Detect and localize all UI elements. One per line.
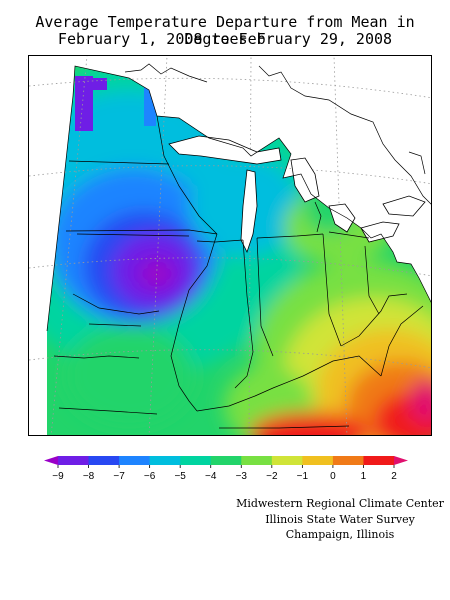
- legend-swatch: [149, 456, 181, 465]
- legend-tick-label: −9: [52, 471, 64, 482]
- legend-bar: −9 −8 −7 −6 −5 −4 −3 −2 −1 0 1 2: [44, 456, 408, 482]
- temperature-departure-map: [28, 55, 432, 436]
- legend-tick-label: 0: [330, 471, 336, 482]
- credit-line-2: Illinois State Water Survey: [265, 513, 415, 526]
- legend-tick-label: 2: [391, 471, 397, 482]
- temperature-field: [47, 66, 431, 435]
- legend-swatch: [119, 456, 151, 465]
- legend-tick-label: 1: [361, 471, 367, 482]
- map-title-line-2: February 1, 2008 to February 29, 2008: [57, 30, 393, 48]
- legend-tick-label: −4: [205, 471, 217, 482]
- legend-arrow-low: [44, 456, 58, 465]
- legend-arrow-high: [394, 456, 408, 465]
- legend-tick-label: −8: [83, 471, 95, 482]
- legend-swatch: [241, 456, 273, 465]
- credit-line-3: Champaign, Illinois: [285, 528, 395, 541]
- legend-tick-label: −1: [297, 471, 309, 482]
- legend-tick-label: −7: [113, 471, 125, 482]
- color-legend: −9 −8 −7 −6 −5 −4 −3 −2 −1 0 1 2: [44, 454, 408, 484]
- legend-tick-label: −6: [144, 471, 156, 482]
- legend-swatch: [210, 456, 242, 465]
- legend-swatch: [332, 456, 364, 465]
- legend-swatch: [180, 456, 212, 465]
- legend-tick-label: −2: [266, 471, 278, 482]
- canada-coastline: [124, 63, 431, 205]
- map-title-line-1: Average Temperature Departure from Mean …: [35, 13, 415, 48]
- legend-tick-label: −3: [236, 471, 248, 482]
- great-lakes: [168, 135, 426, 254]
- credit-line-1: Midwestern Regional Climate Center: [236, 497, 444, 510]
- state-borders: [46, 65, 431, 429]
- legend-swatch: [58, 456, 90, 465]
- legend-tick-label: −5: [174, 471, 186, 482]
- legend-swatch: [363, 456, 395, 465]
- legend-swatch: [271, 456, 303, 465]
- graticule: [29, 56, 431, 435]
- legend-swatch: [88, 456, 120, 465]
- legend-swatch: [302, 456, 334, 465]
